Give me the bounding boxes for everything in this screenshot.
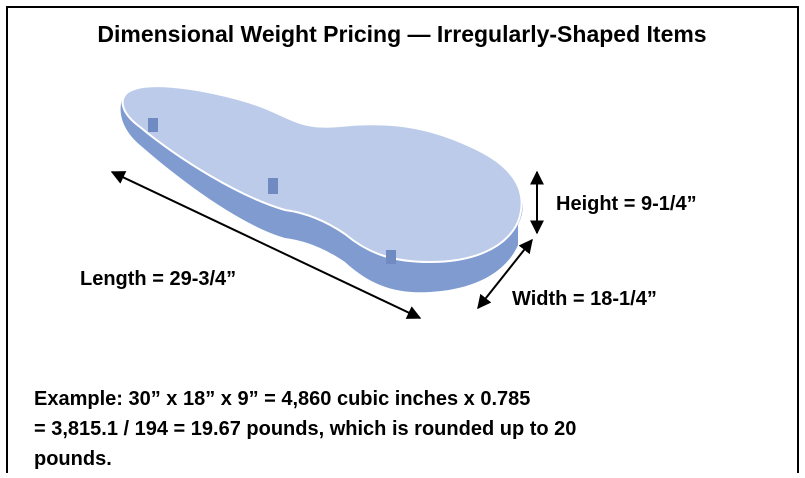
width-label: Width = 18-1/4” — [512, 288, 657, 310]
example-line: pounds. — [34, 448, 112, 470]
height-label: Height = 9-1/4” — [556, 193, 697, 215]
diagram: Dimensional Weight Pricing — Irregularly… — [0, 0, 805, 473]
example-line: = 3,815.1 / 194 = 19.67 pounds, which is… — [34, 418, 576, 440]
example-line: Example: 30” x 18” x 9” = 4,860 cubic in… — [34, 388, 530, 410]
title: Dimensional Weight Pricing — Irregularly… — [97, 21, 706, 47]
length-label: Length = 29-3/4” — [80, 268, 236, 290]
